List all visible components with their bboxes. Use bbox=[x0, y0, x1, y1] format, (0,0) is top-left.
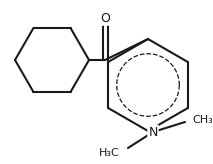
Text: H₃C: H₃C bbox=[99, 148, 120, 158]
Text: CH₃: CH₃ bbox=[192, 115, 213, 125]
Text: O: O bbox=[100, 11, 110, 24]
Text: N: N bbox=[148, 125, 158, 139]
